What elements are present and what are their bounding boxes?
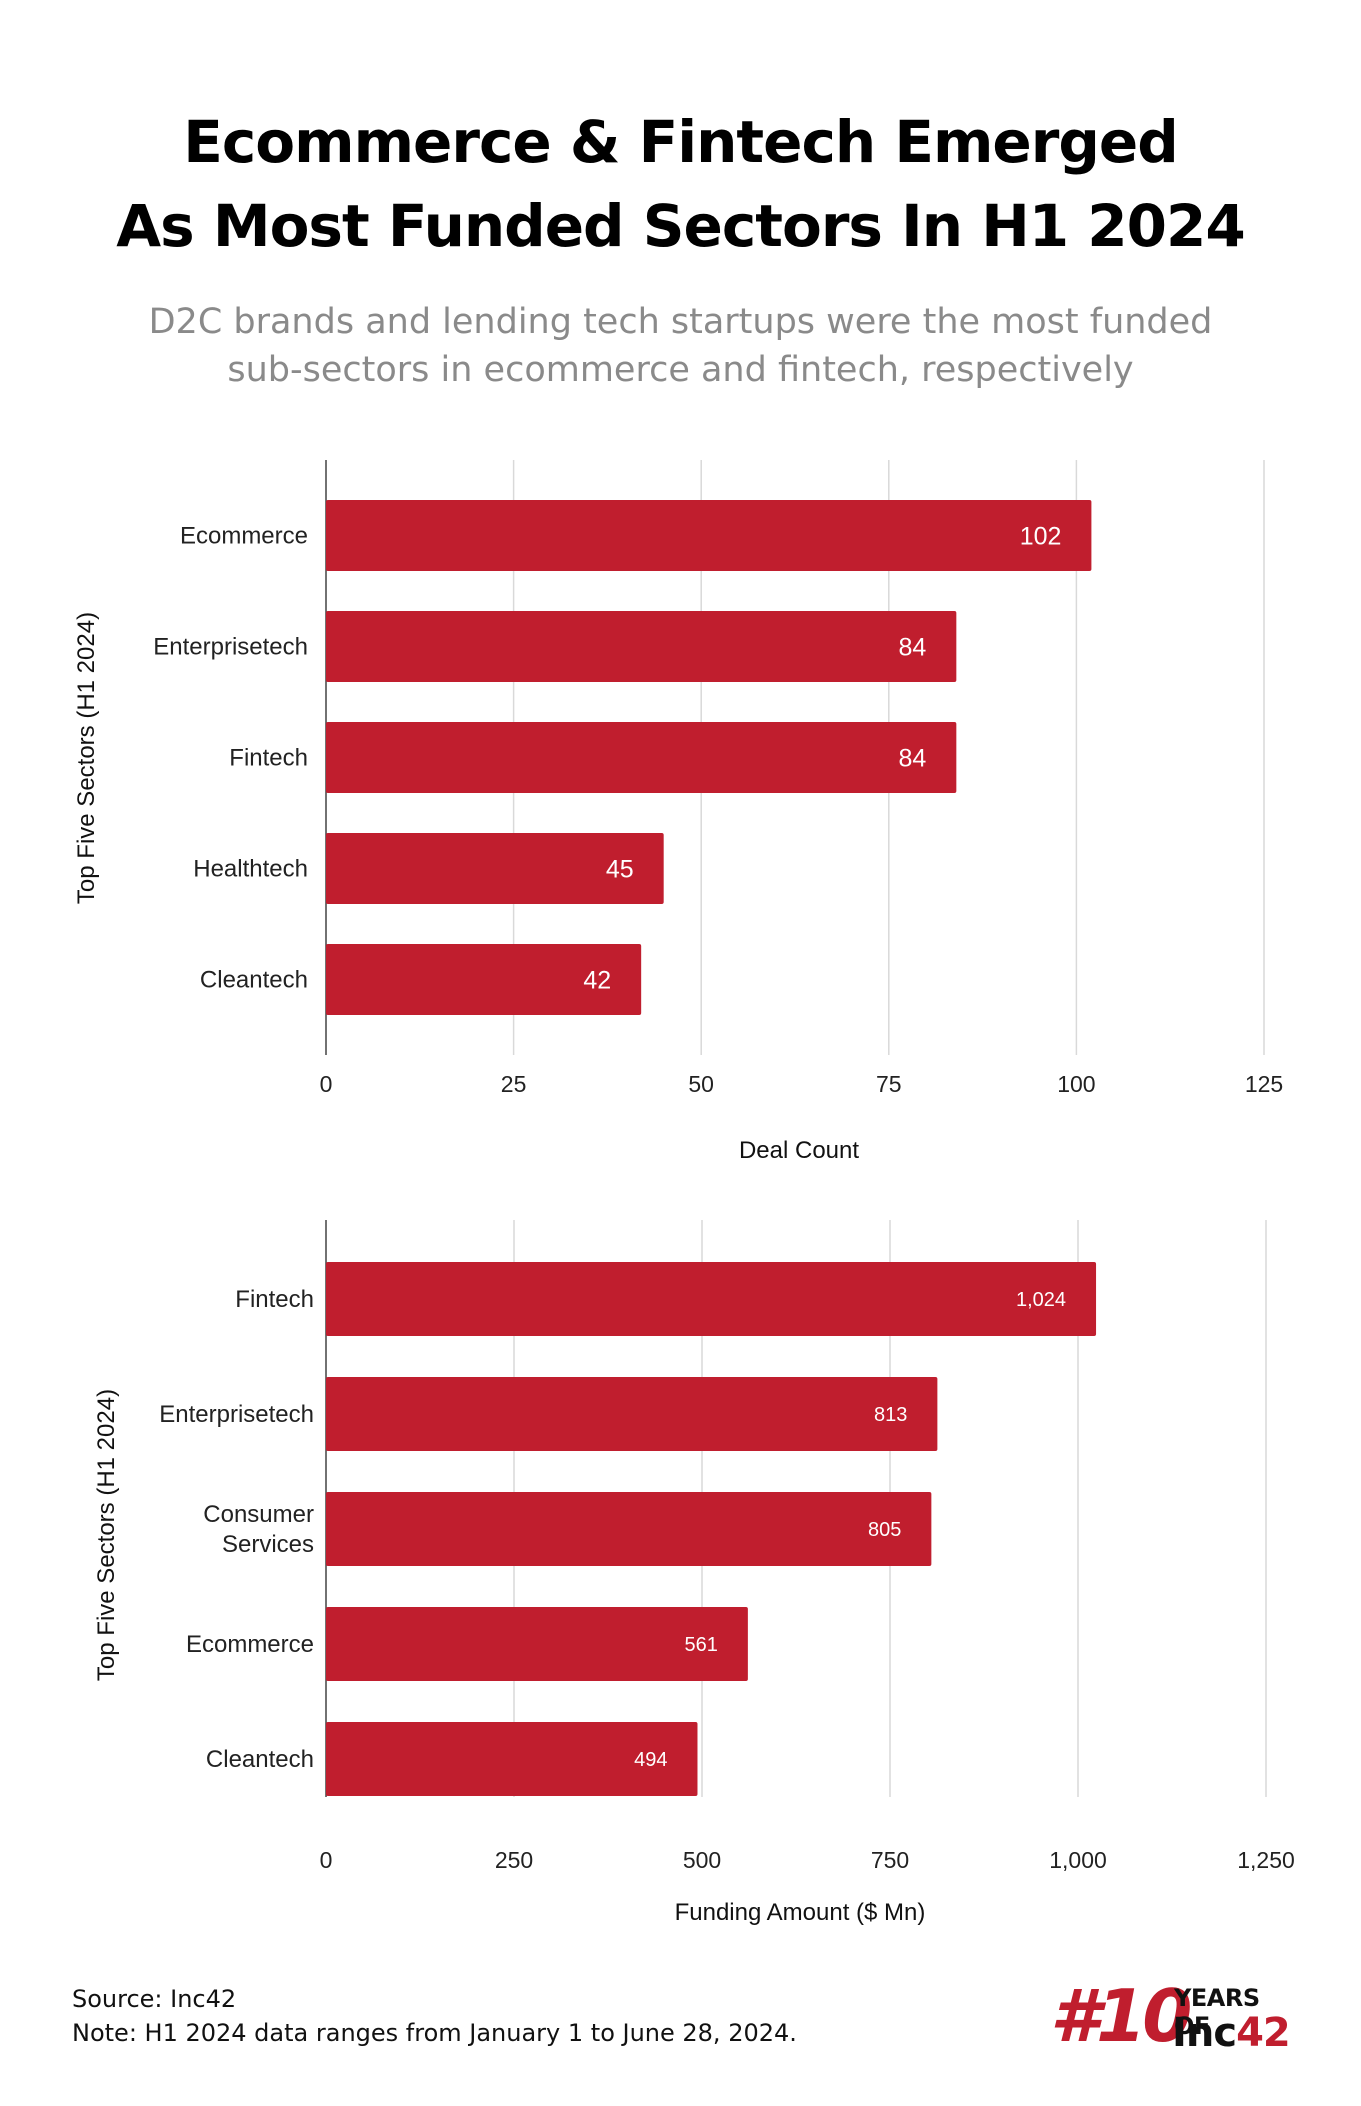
source-note: Source: Inc42 [72,1985,237,2013]
page-title: Ecommerce & Fintech Emerged As Most Fund… [0,100,1361,268]
logo-mark: #10 [1050,1974,1192,2058]
x-tick-label: 250 [495,1847,533,1873]
category-label-line: Healthtech [193,856,308,883]
bar [326,1377,938,1451]
category-label: Enterprisetech [159,1401,314,1428]
category-label: Fintech [235,1286,314,1313]
bar-value-label: 84 [899,745,927,773]
bar [326,611,957,682]
bar [326,1262,1097,1336]
title-line-1: Ecommerce & Fintech Emerged [183,108,1178,176]
x-tick-label: 750 [871,1847,909,1873]
title-line-2: As Most Funded Sectors In H1 2024 [116,192,1245,260]
x-tick-label: 1,000 [1049,1847,1107,1873]
bar [326,1492,932,1566]
category-label: Healthtech [193,856,308,883]
inc42-logo: #10 YEARS OF Inc42 [1050,1974,1300,2060]
deal-count-chart: 0 25 50 75 100 125 102 Ecommerce 84 Enterprisetec… [73,460,1283,1164]
bar-value-label: 813 [874,1404,907,1426]
bar-value-label: 102 [1020,523,1062,551]
logo-brand-accent: 42 [1236,2010,1291,2056]
logo-brand: Inc42 [1172,2010,1291,2056]
category-label-line: Ecommerce [186,1631,314,1658]
category-label-line: Services [222,1531,314,1558]
logo-years: YEARS OF [1174,1984,1260,2040]
category-label-line: Ecommerce [180,523,308,550]
x-tick-label: 75 [876,1071,902,1097]
category-label: Ecommerce [180,523,308,550]
category-label-line: Enterprisetech [153,634,308,661]
funding-amount-chart: 0 250 500 750 1,000 1,250 1,024 Fintech 813 Enter… [93,1220,1295,1926]
x-tick-label: 0 [320,1071,333,1097]
data-range-note: Note: H1 2024 data ranges from January 1… [72,2019,797,2047]
category-label: Enterprisetech [153,634,308,661]
bar [326,1607,748,1681]
bar-value-label: 494 [634,1749,667,1771]
y-axis-title: Top Five Sectors (H1 2024) [73,612,100,904]
bar-value-label: 45 [606,856,634,884]
y-axis-title: Top Five Sectors (H1 2024) [93,1389,120,1681]
x-tick-label: 50 [688,1071,714,1097]
bar-value-label: 805 [868,1519,901,1541]
footer-notes: Source: Inc42 Note: H1 2024 data ranges … [72,1982,797,2050]
x-tick-label: 25 [501,1071,527,1097]
x-axis-title: Funding Amount ($ Mn) [675,1899,926,1926]
bar [326,944,642,1015]
bar [326,722,957,793]
category-label-line: Cleantech [206,1746,314,1773]
bar-value-label: 561 [684,1634,717,1656]
category-label-line: Enterprisetech [159,1401,314,1428]
bar [326,500,1092,571]
x-tick-label: 100 [1057,1071,1095,1097]
subtitle-line-1: D2C brands and lending tech startups wer… [148,302,1213,342]
category-label: Cleantech [200,967,308,994]
x-tick-label: 500 [683,1847,721,1873]
x-tick-label: 125 [1245,1071,1283,1097]
bar-value-label: 42 [583,967,611,995]
category-label-line: Fintech [235,1286,314,1313]
category-label: Cleantech [206,1746,314,1773]
category-label: Fintech [229,745,308,772]
category-label-line: Cleantech [200,967,308,994]
bar [326,1722,698,1796]
page-subtitle: D2C brands and lending tech startups wer… [0,298,1361,394]
x-tick-label: 0 [320,1847,333,1873]
x-axis-title: Deal Count [739,1137,859,1164]
category-label-line: Consumer [203,1501,314,1528]
bar [326,833,664,904]
category-label: Consumer Services [203,1501,314,1558]
logo-brand-main: Inc [1172,2010,1237,2056]
bar-value-label: 84 [899,634,927,662]
category-label-line: Fintech [229,745,308,772]
x-tick-label: 1,250 [1237,1847,1295,1873]
subtitle-line-2: sub-sectors in ecommerce and fintech, re… [227,350,1134,390]
category-label: Ecommerce [186,1631,314,1658]
bar-value-label: 1,024 [1016,1289,1066,1311]
